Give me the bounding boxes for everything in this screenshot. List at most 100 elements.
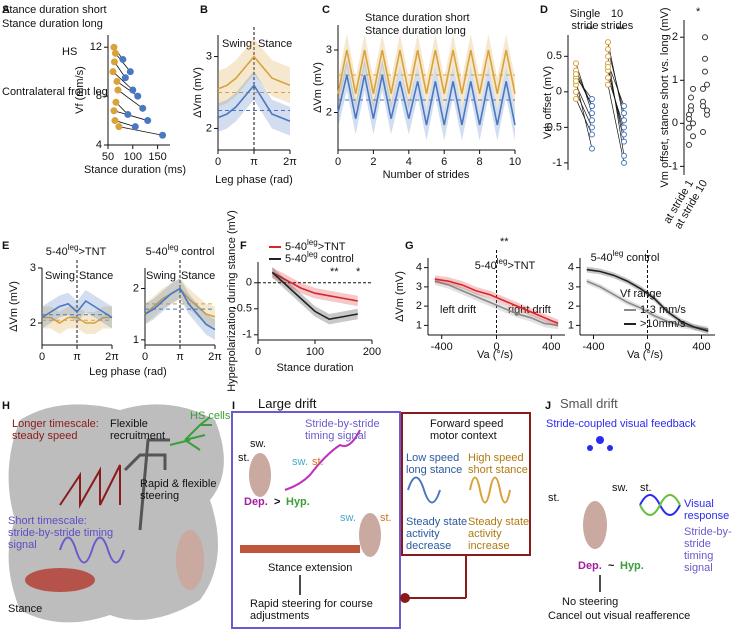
fly-icon (359, 513, 381, 557)
y-tick-label: 1 (672, 74, 678, 86)
category-label: Single stride (569, 8, 601, 32)
x-tick-label: π (73, 351, 81, 363)
series-line (337, 74, 516, 126)
legend-label: 1-3 mm/s (640, 304, 686, 316)
y-tick-label: 4 (568, 262, 574, 274)
y-axis-label: ΔVm (mV) (8, 281, 20, 332)
point (605, 39, 611, 46)
x-tick-label: 100 (306, 346, 324, 358)
panel-label: F (240, 240, 247, 252)
series-line (586, 280, 709, 331)
pair-line (118, 126, 163, 136)
point (573, 71, 579, 78)
y-tick-label: -1 (552, 157, 562, 169)
point (686, 124, 692, 131)
high-speed-trace (469, 476, 511, 504)
x-tick-label: 150 (148, 151, 166, 163)
point (702, 55, 708, 62)
label: sw. (612, 482, 628, 494)
point (129, 86, 137, 94)
legend-label: Stance duration long (2, 18, 103, 30)
point (139, 104, 147, 112)
point (144, 117, 152, 125)
point (111, 117, 119, 125)
point (702, 34, 708, 41)
label: st. (312, 456, 324, 468)
pair-line (112, 71, 134, 91)
x-tick-label: 0 (142, 351, 148, 363)
y-axis-label: ΔVm (mV) (394, 271, 406, 322)
point (589, 117, 595, 124)
x-tick-label: π (176, 351, 184, 363)
fly-icon (583, 501, 607, 549)
point (573, 95, 579, 102)
error-band (218, 70, 290, 136)
label: High speed short stance (468, 452, 528, 476)
point (110, 107, 118, 115)
annotation: ** (330, 266, 339, 278)
series-line (144, 287, 216, 331)
y-tick-label: 3 (30, 262, 36, 274)
brain-shape (8, 404, 224, 623)
series-line (434, 280, 559, 327)
error-band (586, 266, 709, 335)
x-tick-label: 50 (102, 151, 114, 163)
y-axis-label: ΔVm (mV) (312, 62, 324, 113)
chart-title: 5-40leg>TNT (475, 257, 536, 272)
x-tick-label: 0 (39, 351, 45, 363)
x-tick-label: 200 (363, 346, 381, 358)
legend-label: Stance duration short (2, 4, 107, 16)
x-tick-label: 4 (406, 156, 412, 168)
panel-label: C (322, 4, 330, 16)
x-tick-label: 10 (509, 156, 521, 168)
label: > (274, 496, 281, 508)
point (704, 107, 710, 114)
panel-label: E (2, 240, 9, 252)
y-tick-label: 2 (416, 300, 422, 312)
annotation: left drift (440, 304, 476, 316)
x-tick-label: 2 (370, 156, 376, 168)
point (702, 68, 708, 75)
annotation: Swing (45, 270, 75, 282)
x-tick-label: 0 (215, 156, 221, 168)
x-tick-label: 0 (644, 341, 650, 353)
fly-icon (25, 568, 95, 592)
stance-bar (240, 545, 360, 553)
label: sw. (250, 438, 266, 450)
annotation: Swing (222, 38, 252, 50)
annotation: * (356, 266, 361, 278)
error-band (218, 38, 290, 107)
annotation: HS (62, 46, 77, 58)
annotation: Stance (258, 38, 292, 50)
panel-label: I (232, 400, 235, 412)
point (704, 81, 710, 88)
panel-title: Small drift (560, 396, 618, 411)
pair-line (117, 89, 143, 109)
y-tick-label: 2 (326, 106, 332, 118)
label: st. (548, 492, 560, 504)
panel-label: B (200, 4, 208, 16)
label: Stance (8, 603, 43, 615)
feedback-dot (587, 445, 593, 451)
x-tick-label: 0 (493, 341, 499, 353)
y-tick-label: 4 (416, 262, 422, 274)
x-tick-label: 400 (542, 341, 560, 353)
error-band (338, 59, 515, 141)
point (688, 107, 694, 114)
label: Forward speed motor context (430, 418, 504, 442)
x-axis-label: Number of strides (383, 169, 470, 181)
point (690, 85, 696, 92)
label: Cancel out visual reafference (548, 610, 691, 622)
label: Hyp. (620, 560, 644, 572)
point (605, 63, 611, 70)
label: st. (640, 482, 652, 494)
y-tick-label: 2 (568, 300, 574, 312)
series-line (271, 271, 358, 302)
label: Dep. (578, 560, 602, 572)
y-tick-label: 4 (96, 139, 102, 151)
point (589, 124, 595, 131)
x-axis-label: Leg phase (rad) (89, 366, 167, 378)
series-line (217, 55, 291, 90)
point (589, 95, 595, 102)
